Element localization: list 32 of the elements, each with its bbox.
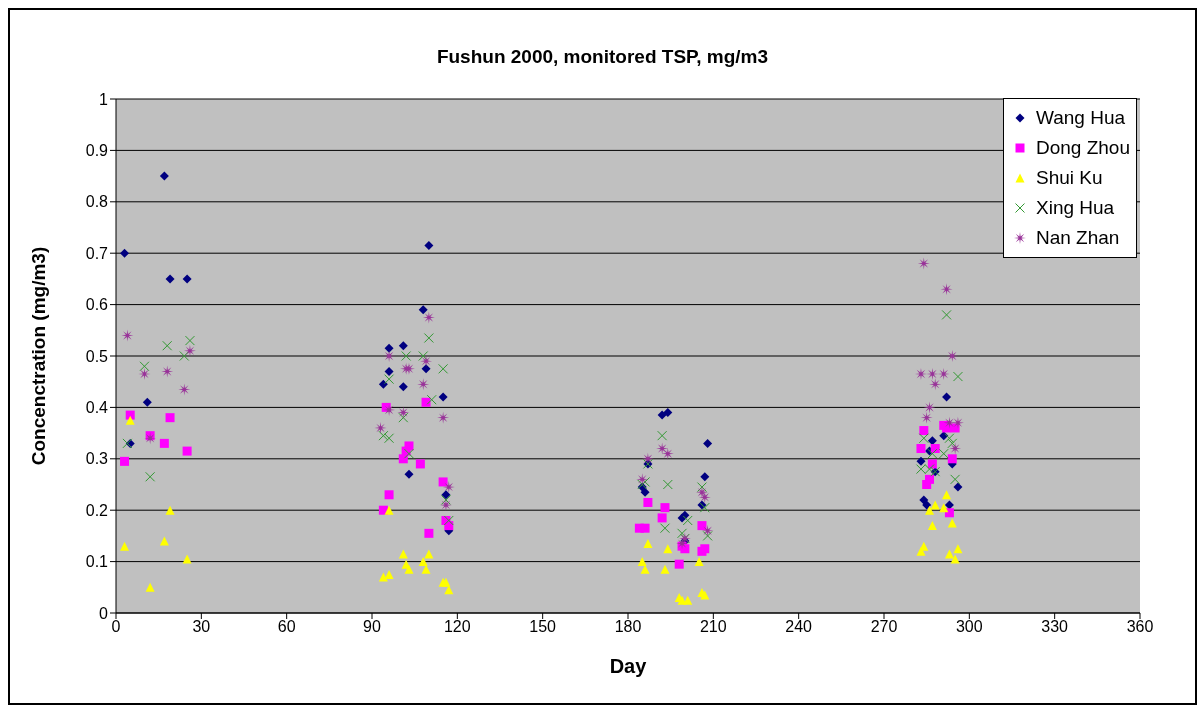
legend-label: Xing Hua	[1035, 197, 1115, 219]
y-tick-label: 1	[99, 90, 109, 108]
x-axis-title: Day	[609, 655, 648, 677]
y-tick-label: 0.4	[85, 399, 109, 417]
x-tick-label: 330	[1041, 618, 1069, 636]
y-tick-label: 0.7	[85, 244, 109, 262]
y-tick-label: 0.1	[85, 553, 109, 571]
x-tick-label: 60	[277, 618, 296, 636]
legend-label: Nan Zhan	[1035, 227, 1120, 249]
x-tick-label: 270	[870, 618, 898, 636]
x-tick-label: 180	[614, 618, 642, 636]
y-tick-label: 0.9	[85, 142, 109, 160]
y-tick-label: 0.2	[85, 501, 109, 519]
legend-label: Wang Hua	[1035, 107, 1126, 129]
y-tick-label: 0.6	[85, 296, 109, 314]
y-tick-label: 0.8	[85, 193, 109, 211]
x-tick-label: 210	[699, 618, 727, 636]
y-tick-label: 0.3	[85, 450, 109, 468]
x-tick-label: 360	[1126, 618, 1154, 636]
x-tick-label: 300	[955, 618, 983, 636]
chart-title: Fushun 2000, monitored TSP, mg/m3	[435, 46, 770, 68]
legend-label: Dong Zhou	[1035, 137, 1130, 159]
x-tick-label: 90	[363, 618, 381, 636]
legend-label: Shui Ku	[1035, 167, 1103, 189]
x-tick-label: 120	[443, 618, 471, 636]
y-tick-label: 0	[99, 604, 109, 622]
y-tick-label: 0.5	[85, 347, 109, 365]
x-tick-label: 0	[111, 618, 121, 636]
y-axis-title: Concenctration (mg/m3)	[27, 246, 49, 466]
x-tick-label: 240	[785, 618, 813, 636]
x-tick-label: 150	[529, 618, 557, 636]
x-tick-label: 30	[192, 618, 211, 636]
